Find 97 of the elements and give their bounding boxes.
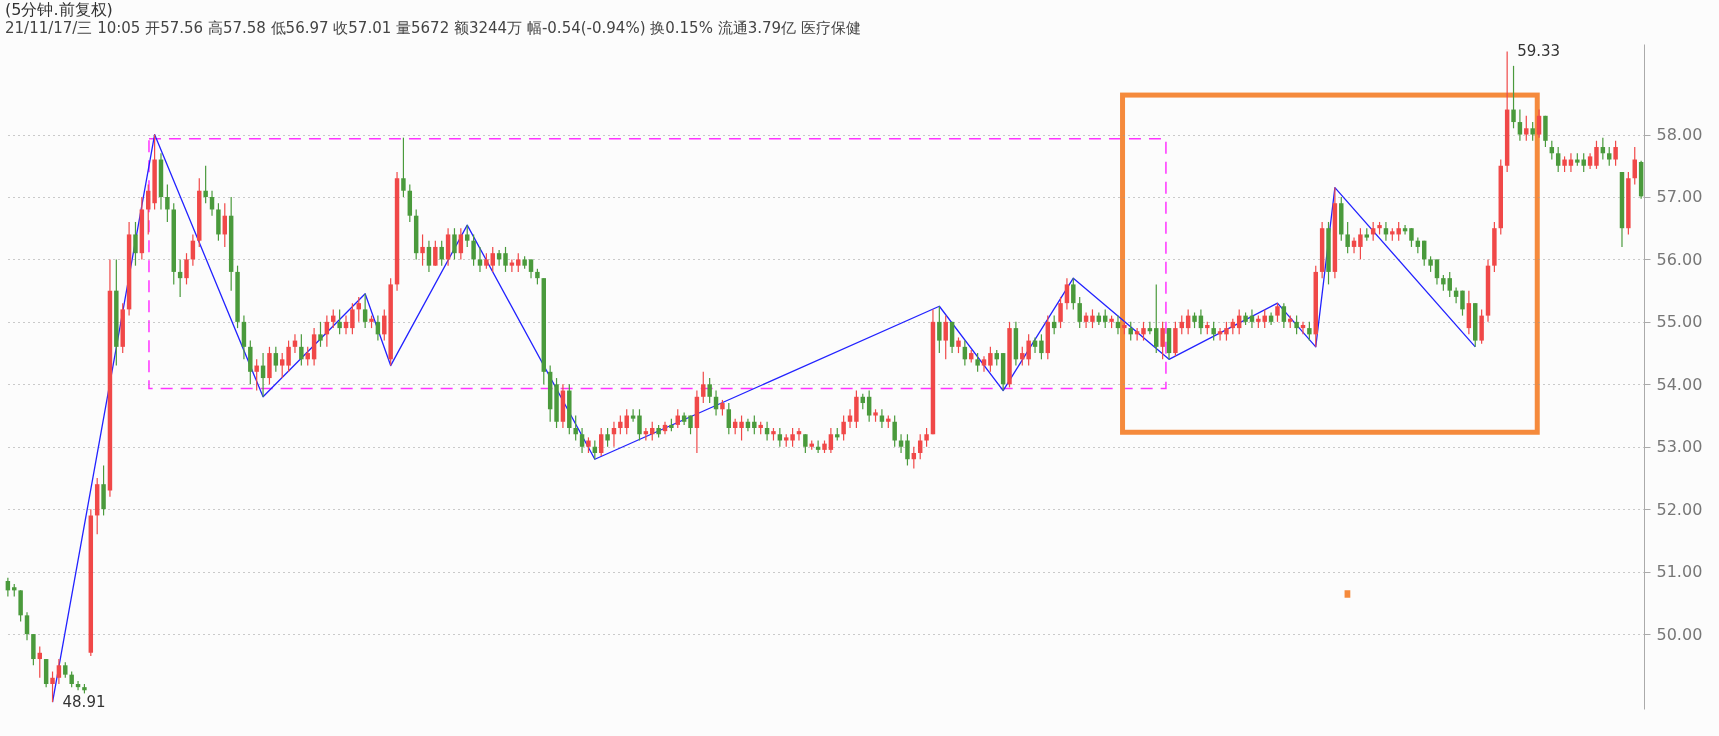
candlestick [1345, 221, 1350, 254]
candlestick [1307, 321, 1312, 342]
candlestick [739, 414, 744, 442]
chart-title: (5分钟.前复权) [5, 0, 113, 19]
y-tick-label: 50.00 [1656, 624, 1703, 644]
candlestick [433, 240, 438, 267]
candlestick [1594, 140, 1599, 170]
candlestick [1064, 277, 1070, 310]
candlestick [318, 321, 323, 348]
candlestick [803, 433, 808, 454]
candlestick [439, 240, 444, 267]
candlestick [1409, 227, 1414, 248]
candlestick [503, 246, 508, 273]
y-tick-label: 58.00 [1656, 125, 1703, 145]
candlestick [605, 427, 610, 448]
candlestick [1524, 115, 1529, 142]
candlestick [1434, 258, 1440, 285]
candlestick [279, 352, 285, 379]
candlestick [471, 233, 476, 267]
candlestick [458, 227, 464, 261]
candlestick [452, 227, 457, 261]
candlestick [1160, 321, 1165, 360]
candlestick [299, 333, 304, 367]
candlestick [1281, 302, 1287, 329]
candlestick [1141, 321, 1146, 342]
candlestick [184, 252, 189, 285]
y-tick-label: 53.00 [1656, 437, 1703, 457]
candlestick [24, 611, 30, 641]
candlestick [598, 427, 604, 457]
candlestick [350, 302, 355, 335]
candlestick [828, 427, 834, 454]
candlestick [573, 414, 578, 442]
candlestick [420, 233, 425, 267]
candlestick [924, 427, 929, 448]
candlestick [490, 246, 495, 273]
candlestick [1530, 121, 1535, 142]
candlestick [1090, 308, 1095, 329]
candlestick [707, 377, 712, 404]
candlestick [362, 293, 368, 329]
candlestick [981, 355, 987, 373]
y-tick-label: 52.00 [1656, 499, 1703, 519]
annotation: 59.33 [1517, 42, 1561, 61]
candlestick [841, 414, 846, 442]
candlestick [726, 402, 732, 435]
candlestick [133, 221, 138, 267]
candlestick [866, 389, 872, 423]
candlestick [975, 352, 980, 373]
candlestick [1071, 277, 1076, 310]
candlestick [1154, 283, 1159, 354]
candlestick [56, 658, 62, 685]
candlestick [892, 414, 897, 448]
candlestick [273, 346, 279, 373]
text: 21/11/17/三 10:05 开57.56 高57.58 低56.97 收57.01 量5672 额3244万 幅-0.54(-0.94%) 换0.15% 流通3.79亿 医疗保健 [5, 19, 861, 37]
y-tick-label: 55.00 [1656, 312, 1703, 332]
candlestick [464, 224, 470, 248]
candlestick [305, 346, 310, 367]
candlestick [1607, 146, 1612, 167]
candlestick [426, 240, 432, 273]
candlestick [637, 408, 642, 442]
y-tick-label: 57.00 [1656, 187, 1703, 207]
candlestick [1613, 140, 1618, 167]
candlestick [1275, 302, 1280, 323]
candlestick [1511, 65, 1516, 129]
y-tick-label: 51.00 [1656, 562, 1703, 582]
candlestick [477, 246, 483, 273]
candlestick [905, 433, 910, 467]
candlestick [401, 137, 406, 198]
candlestick [1211, 321, 1216, 342]
candlestick [165, 183, 170, 223]
candlestick [988, 346, 993, 373]
candlestick [701, 371, 706, 404]
candlestick [579, 427, 585, 454]
candlestick [1460, 290, 1465, 317]
annotation: 48.91 [62, 693, 106, 712]
candlestick [1039, 333, 1044, 360]
candlestick [286, 340, 291, 373]
candlestick [943, 315, 948, 360]
y-tick-label: 54.00 [1656, 374, 1703, 394]
candlestick [1358, 227, 1363, 261]
y-tick-label: 56.00 [1656, 249, 1703, 269]
candlestick [528, 258, 534, 279]
candlestick [752, 414, 757, 435]
candlestick [1077, 296, 1082, 329]
candlestick [1058, 296, 1063, 329]
candlestick [1294, 315, 1299, 335]
candlestick [777, 427, 783, 448]
candlestick [254, 358, 259, 392]
candlestick [516, 252, 521, 273]
candlestick [1517, 108, 1523, 142]
candlestick [337, 308, 342, 335]
candlestick [1224, 321, 1229, 342]
candlestick [790, 427, 795, 448]
candlestick [203, 165, 208, 204]
candlestick [1536, 108, 1542, 139]
candlestick [937, 305, 942, 354]
candlestick [50, 670, 55, 703]
candlestick [1555, 146, 1561, 173]
